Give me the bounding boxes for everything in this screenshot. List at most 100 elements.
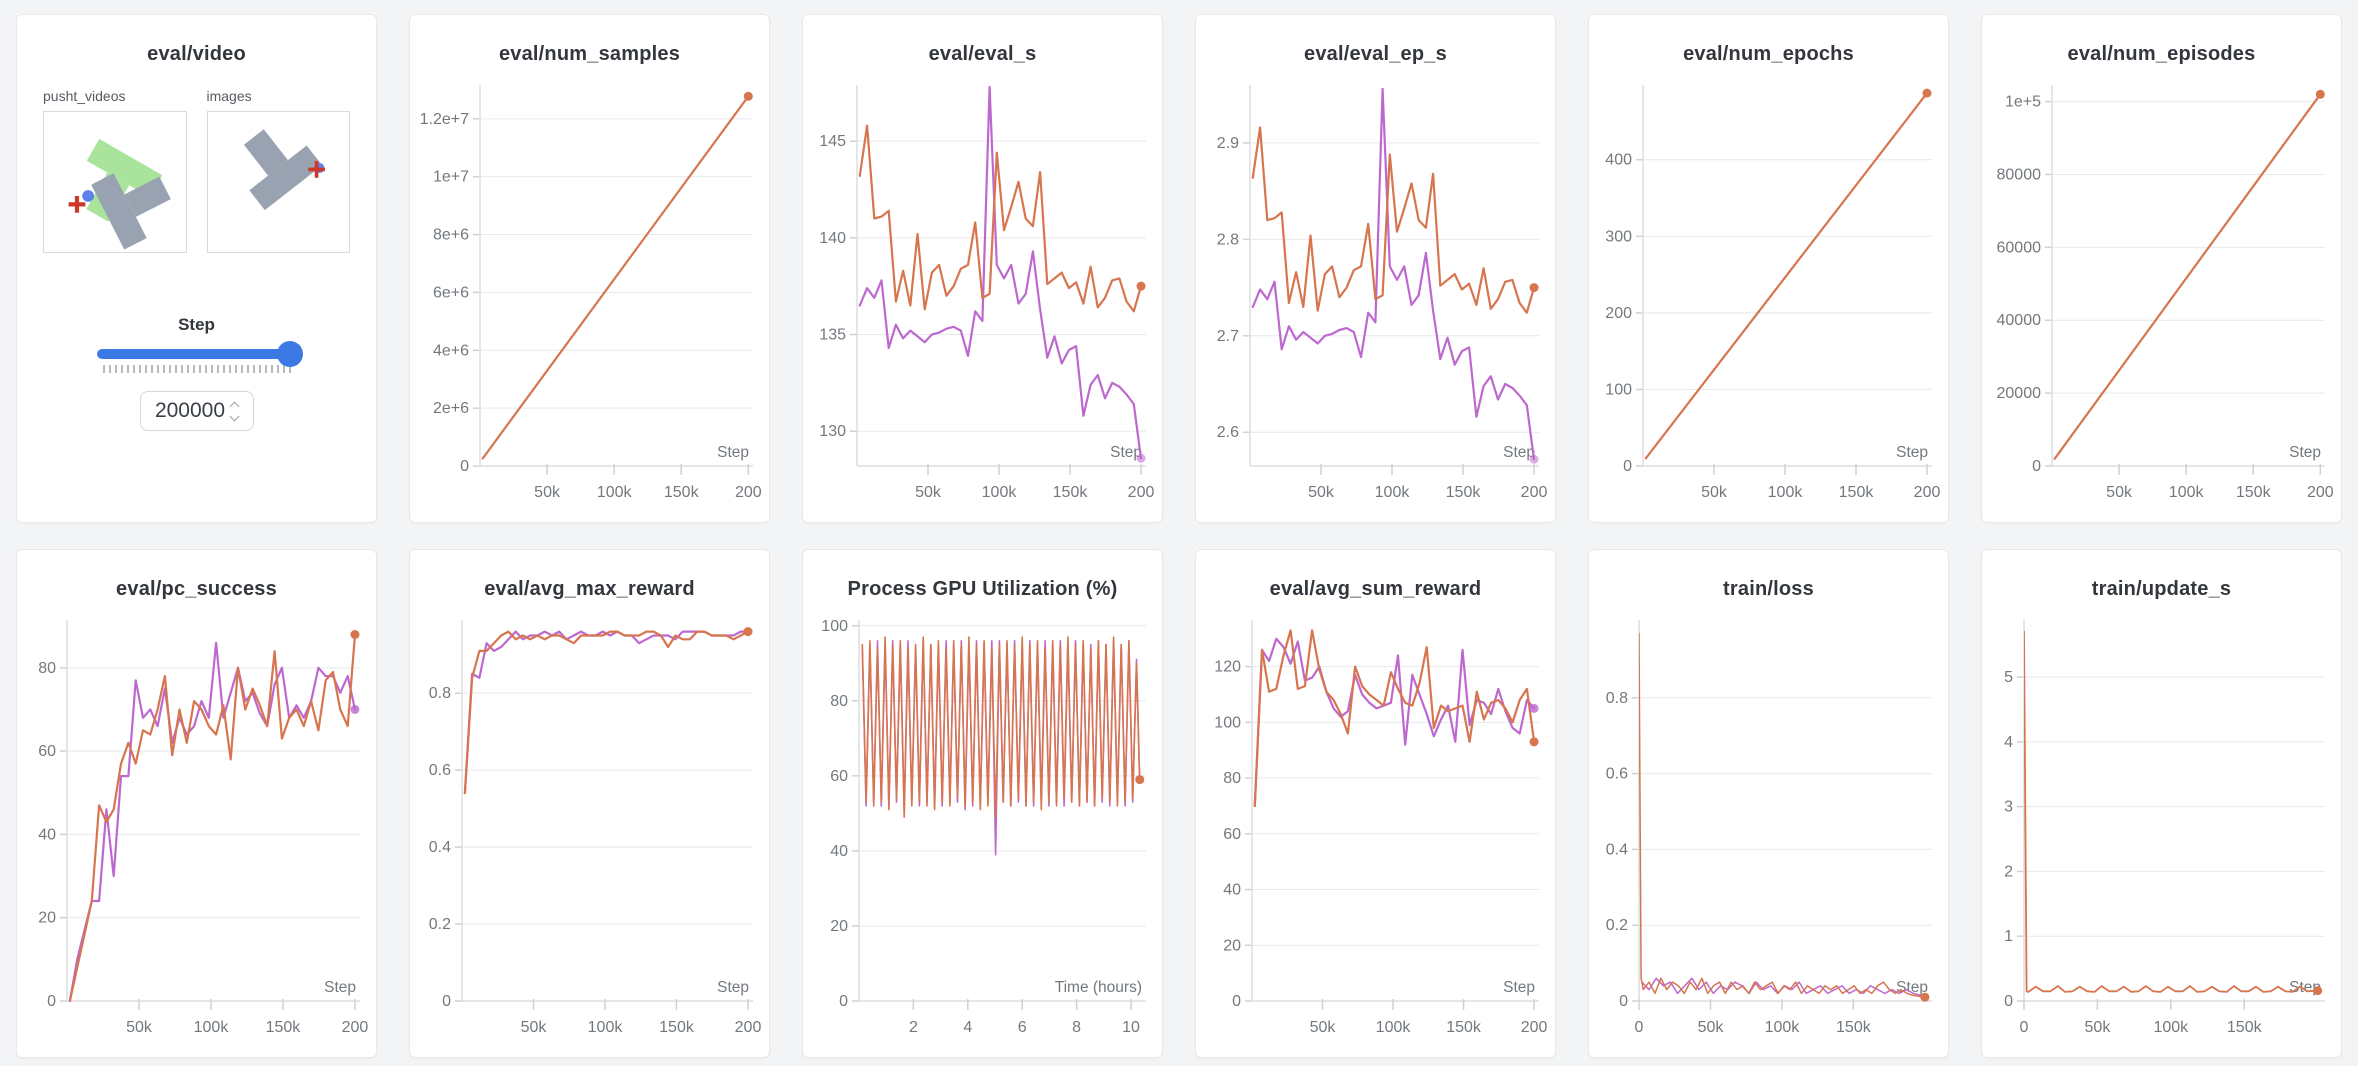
svg-text:200: 200 xyxy=(1521,484,1547,501)
svg-text:50k: 50k xyxy=(1701,484,1728,501)
svg-text:0: 0 xyxy=(1623,458,1632,475)
svg-text:4: 4 xyxy=(2004,734,2013,751)
svg-text:60: 60 xyxy=(830,768,848,785)
chart-canvas: 0 0.2 0.4 0.6 0.8 50k 100k 150k 200 Step xyxy=(429,620,761,1036)
series-end-dots xyxy=(1922,88,1932,98)
svg-text:1e+7: 1e+7 xyxy=(433,169,469,186)
svg-text:100k: 100k xyxy=(194,1019,230,1036)
svg-text:0: 0 xyxy=(1635,1019,1644,1036)
grid-and-axes: 0 20 40 60 80 100 120 50k 100k 150k 200 xyxy=(1214,620,1548,1036)
panel-eval-avg-sum-reward[interactable]: eval/avg_sum_reward 0 20 40 60 80 100 120 50k 10… xyxy=(1195,549,1556,1058)
svg-text:0: 0 xyxy=(2032,458,2041,475)
images-thumbnail[interactable] xyxy=(206,111,350,253)
line-chart[interactable]: 0 20 40 60 80 100 120 50k 100k 150k 200 Step xyxy=(1204,616,1548,1049)
series-end-dots xyxy=(743,91,753,101)
line-chart[interactable]: 0 0.2 0.4 0.6 0.8 0 50k 100k 150k Step xyxy=(1597,616,1940,1049)
slider-track[interactable] xyxy=(96,349,297,359)
svg-text:100k: 100k xyxy=(588,1019,624,1036)
panel-title: eval/num_samples xyxy=(498,43,681,65)
panel-process-gpu-utilization[interactable]: Process GPU Utilization (%) 0 20 40 60 80 100… xyxy=(802,549,1163,1058)
svg-text:2.7: 2.7 xyxy=(1217,328,1239,345)
svg-text:200: 200 xyxy=(1605,305,1632,322)
panel-title: eval/eval_s xyxy=(928,43,1037,65)
panel-eval-num-episodes[interactable]: eval/num_episodes 0 20000 40000 60000 80000 1… xyxy=(1981,14,2342,523)
media-label: pusht_videos xyxy=(43,88,126,104)
step-slider[interactable] xyxy=(96,341,303,367)
svg-text:6e+6: 6e+6 xyxy=(433,284,469,301)
panel-eval-eval-s[interactable]: eval/eval_s 130 135 140 145 50k 100k 150k 200 St… xyxy=(802,14,1163,523)
line-chart[interactable]: 0 0.2 0.4 0.6 0.8 50k 100k 150k 200 Step xyxy=(418,616,761,1049)
svg-text:80: 80 xyxy=(38,660,56,677)
panel-eval-num-samples[interactable]: eval/num_samples 0 2e+6 4e+6 6e+6 8e+6 1e+7 1.… xyxy=(409,14,770,523)
panel-title: train/loss xyxy=(1723,578,1814,600)
series-end-dots xyxy=(2315,89,2325,99)
svg-text:1.2e+7: 1.2e+7 xyxy=(420,111,469,128)
line-chart[interactable]: 0 2e+6 4e+6 6e+6 8e+6 1e+7 1.2e+7 50k 100k 150k 20… xyxy=(418,81,762,514)
svg-text:150k: 150k xyxy=(1839,484,1875,501)
svg-text:8: 8 xyxy=(1072,1019,1081,1036)
media-row: pusht_videos images xyxy=(43,88,350,253)
panel-eval-pc-success[interactable]: eval/pc_success 0 20 40 60 80 50k 100k 150k 200 S… xyxy=(16,549,377,1058)
svg-text:200: 200 xyxy=(1914,484,1940,501)
panel-train-update-s[interactable]: train/update_s 0 1 2 3 4 5 0 50k 100k 150k Step xyxy=(1981,549,2342,1058)
svg-text:400: 400 xyxy=(1605,152,1632,169)
svg-text:0: 0 xyxy=(1619,993,1628,1010)
series-lines xyxy=(1639,632,1926,998)
svg-text:0: 0 xyxy=(47,993,56,1010)
svg-text:0: 0 xyxy=(2020,1019,2029,1036)
grid-and-axes: 0 0.2 0.4 0.6 0.8 0 50k 100k 150k xyxy=(1606,620,1932,1036)
panel-train-loss[interactable]: train/loss 0 0.2 0.4 0.6 0.8 0 50k 100k 150k Step xyxy=(1588,549,1949,1058)
step-control: Step 200000 xyxy=(17,315,376,431)
svg-text:150k: 150k xyxy=(2236,484,2272,501)
svg-text:100k: 100k xyxy=(1765,1019,1801,1036)
x-axis-label: Step xyxy=(1503,979,1535,996)
svg-text:2.6: 2.6 xyxy=(1217,424,1239,441)
svg-text:0.4: 0.4 xyxy=(429,839,451,856)
grid-and-axes: 0 0.2 0.4 0.6 0.8 50k 100k 150k 200 xyxy=(429,620,761,1036)
grid-and-axes: 2.6 2.7 2.8 2.9 50k 100k 150k 200 xyxy=(1217,85,1547,501)
svg-text:0: 0 xyxy=(460,458,469,475)
svg-text:0.2: 0.2 xyxy=(1606,917,1628,934)
panel-eval-num-epochs[interactable]: eval/num_epochs 0 100 200 300 400 50k 100k 150k… xyxy=(1588,14,1949,523)
step-input[interactable]: 200000 xyxy=(139,391,254,431)
line-chart[interactable]: 0 1 2 3 4 5 0 50k 100k 150k Step xyxy=(1990,616,2333,1049)
pusht-video-thumbnail[interactable] xyxy=(43,111,187,253)
svg-text:150k: 150k xyxy=(1446,484,1482,501)
svg-text:50k: 50k xyxy=(1698,1019,1725,1036)
svg-text:0: 0 xyxy=(442,993,451,1010)
line-chart[interactable]: 130 135 140 145 50k 100k 150k 200 Step xyxy=(811,81,1154,514)
line-chart[interactable]: 0 20000 40000 60000 80000 1e+5 50k 100k 150k 200 S… xyxy=(1990,81,2334,514)
series-lines xyxy=(481,95,750,460)
line-chart[interactable]: 2.6 2.7 2.8 2.9 50k 100k 150k 200 Step xyxy=(1204,81,1547,514)
series-end-dots xyxy=(1920,992,1930,1002)
series-end-dots xyxy=(743,627,753,637)
series-end-dots xyxy=(1135,775,1145,785)
panel-eval-eval-ep-s[interactable]: eval/eval_ep_s 2.6 2.7 2.8 2.9 50k 100k 150k 20… xyxy=(1195,14,1556,523)
line-chart[interactable]: 0 100 200 300 400 50k 100k 150k 200 Step xyxy=(1597,81,1940,514)
line-chart[interactable]: 0 20 40 60 80 50k 100k 150k 200 Step xyxy=(25,616,368,1049)
svg-text:100k: 100k xyxy=(1376,1019,1412,1036)
svg-text:0.2: 0.2 xyxy=(429,916,451,933)
svg-text:2: 2 xyxy=(909,1019,918,1036)
line-chart[interactable]: 0 20 40 60 80 100 2 4 6 8 10 Time (hours) xyxy=(811,616,1154,1049)
pusht-env-render xyxy=(68,138,171,250)
series-lines xyxy=(861,636,1141,856)
svg-text:20: 20 xyxy=(38,910,56,927)
svg-text:100k: 100k xyxy=(597,484,633,501)
svg-text:40: 40 xyxy=(830,843,848,860)
series-lines xyxy=(2053,93,2322,460)
svg-text:100k: 100k xyxy=(1768,484,1804,501)
panel-eval-avg-max-reward[interactable]: eval/avg_max_reward 0 0.2 0.4 0.6 0.8 50k 100k… xyxy=(409,549,770,1058)
svg-text:100k: 100k xyxy=(982,484,1018,501)
grid-and-axes: 0 1 2 3 4 5 0 50k 100k 150k xyxy=(2004,620,2325,1036)
svg-text:0.6: 0.6 xyxy=(1606,766,1628,783)
panel-eval-video[interactable]: eval/video pusht_videos xyxy=(16,14,377,523)
stepper-down-icon[interactable] xyxy=(229,411,240,421)
stepper-arrows[interactable] xyxy=(229,401,240,421)
slider-handle[interactable] xyxy=(276,341,303,367)
svg-text:300: 300 xyxy=(1605,228,1632,245)
stepper-up-icon[interactable] xyxy=(229,401,240,411)
svg-text:140: 140 xyxy=(819,230,846,247)
